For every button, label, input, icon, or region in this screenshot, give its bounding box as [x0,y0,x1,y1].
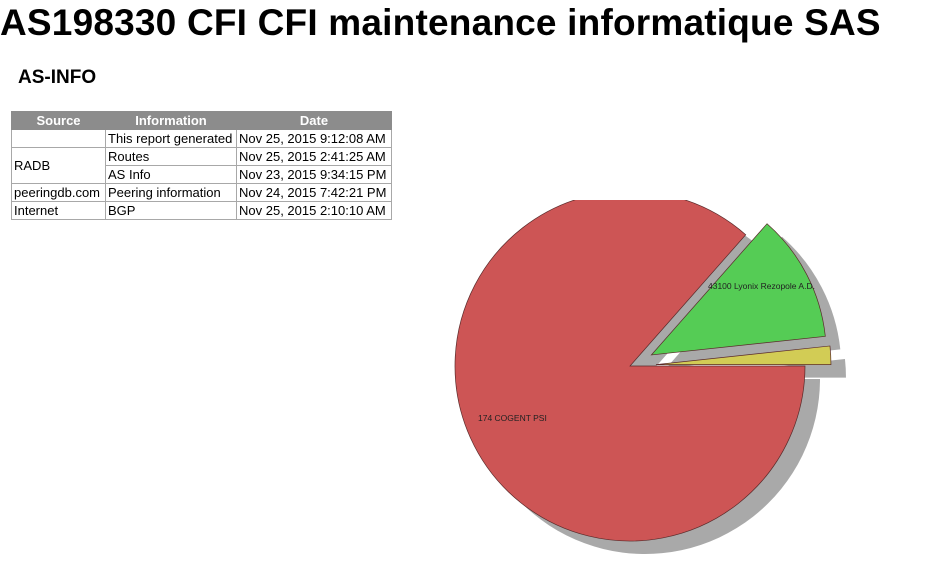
information-cell: Peering information [105,183,237,202]
date-cell: Nov 25, 2015 2:41:25 AM [236,147,392,166]
date-cell: Nov 25, 2015 9:12:08 AM [236,129,392,148]
peering-pie-chart: 174 COGENT PSI 43100 Lyonix Rezopole A.D. [454,200,846,554]
table-row: This report generated Nov 25, 2015 9:12:… [11,129,392,148]
pie-slice-label-1: 174 COGENT PSI [478,413,547,423]
column-header-source: Source [11,111,106,130]
table-row: Internet BGP Nov 25, 2015 2:10:10 AM [11,201,392,220]
page-title: AS198330 CFI CFI maintenance informatiqu… [0,2,881,43]
source-cell: peeringdb.com [11,183,106,202]
information-cell: AS Info [105,165,237,184]
date-cell: Nov 23, 2015 9:34:15 PM [236,165,392,184]
source-cell: RADB [11,147,106,184]
column-header-information: Information [105,111,237,130]
information-cell: BGP [105,201,237,220]
source-cell [11,129,106,148]
information-cell: Routes [105,147,237,166]
date-cell: Nov 25, 2015 2:10:10 AM [236,201,392,220]
table-row: RADB Routes Nov 25, 2015 2:41:25 AM [11,147,392,184]
pie-slice-3 [655,345,832,365]
as-info-table: Source Information Date This report gene… [11,111,392,220]
information-cell: This report generated [105,129,237,148]
pie-slice-label-2: 43100 Lyonix Rezopole A.D. [708,281,815,291]
source-cell: Internet [11,201,106,220]
date-cell: Nov 24, 2015 7:42:21 PM [236,183,392,202]
pie-slice-1 [454,200,806,542]
table-header-row: Source Information Date [11,111,392,130]
pie-slice-2 [650,223,826,356]
table-row: peeringdb.com Peering information Nov 24… [11,183,392,202]
section-heading-as-info: AS-INFO [18,67,97,88]
column-header-date: Date [236,111,392,130]
